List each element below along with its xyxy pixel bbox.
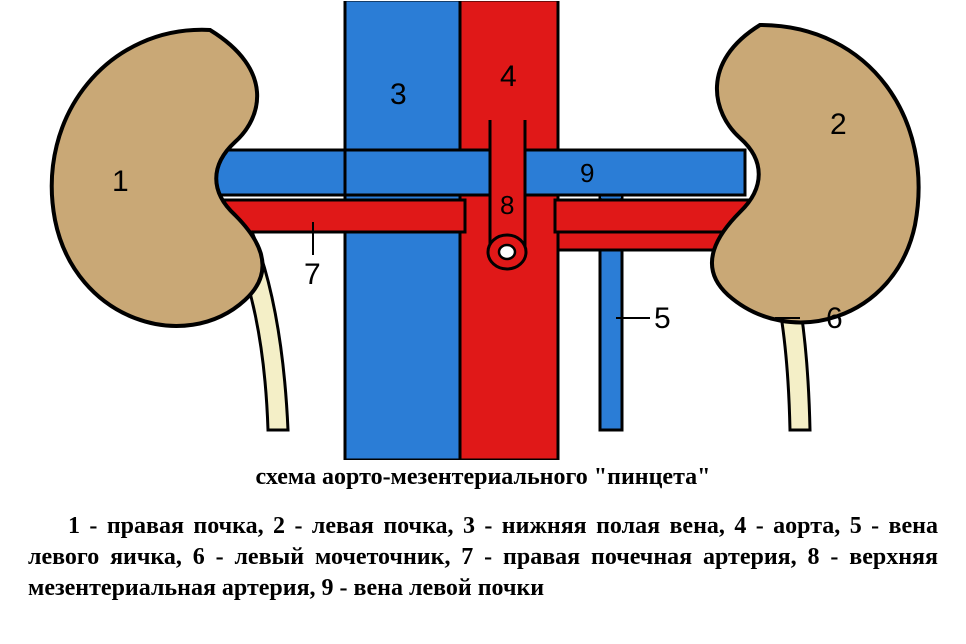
label-5: 5 [654, 302, 671, 336]
label-9: 9 [580, 158, 594, 189]
label-6: 6 [826, 302, 843, 336]
diagram-area: 1 2 3 4 5 6 7 8 9 [0, 0, 966, 460]
label-7: 7 [304, 258, 321, 292]
label-2: 2 [830, 108, 847, 142]
diagram-caption: схема аорто-мезентериального "пинцета" [0, 464, 966, 491]
anatomy-svg [0, 0, 966, 460]
diagram-legend: 1 - правая почка, 2 - левая почка, 3 - н… [0, 491, 966, 605]
label-1: 1 [112, 165, 129, 199]
label-4: 4 [500, 60, 517, 94]
label-8: 8 [500, 190, 514, 221]
label-3: 3 [390, 78, 407, 112]
